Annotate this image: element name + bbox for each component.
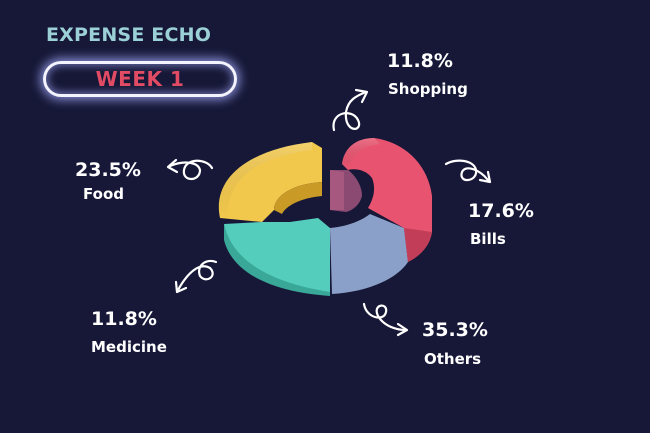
arrow-food: [166, 158, 214, 181]
arrow-shopping: [332, 88, 369, 132]
value-label-food: 23.5%: [75, 159, 141, 181]
arrow-bills: [444, 159, 492, 184]
category-label-shopping: Shopping: [388, 80, 468, 98]
value-label-bills: 17.6%: [468, 200, 534, 222]
week-badge: WEEK 1: [43, 61, 237, 97]
value-label-medicine: 11.8%: [91, 308, 157, 330]
slice-food: [218, 142, 322, 222]
slice-bills: [342, 138, 432, 262]
category-label-food: Food: [83, 185, 124, 203]
slice-medicine: [224, 218, 330, 296]
page-title: EXPENSE ECHO: [46, 24, 212, 46]
arrow-medicine: [174, 259, 218, 294]
week-label: WEEK 1: [95, 67, 185, 91]
category-label-medicine: Medicine: [91, 338, 167, 356]
value-label-shopping: 11.8%: [387, 50, 453, 72]
category-label-bills: Bills: [470, 230, 506, 248]
category-label-others: Others: [424, 350, 482, 368]
slice-others: [330, 214, 412, 294]
arrow-others: [362, 302, 409, 337]
slice-shopping: [330, 170, 362, 212]
value-label-others: 35.3%: [422, 319, 488, 341]
